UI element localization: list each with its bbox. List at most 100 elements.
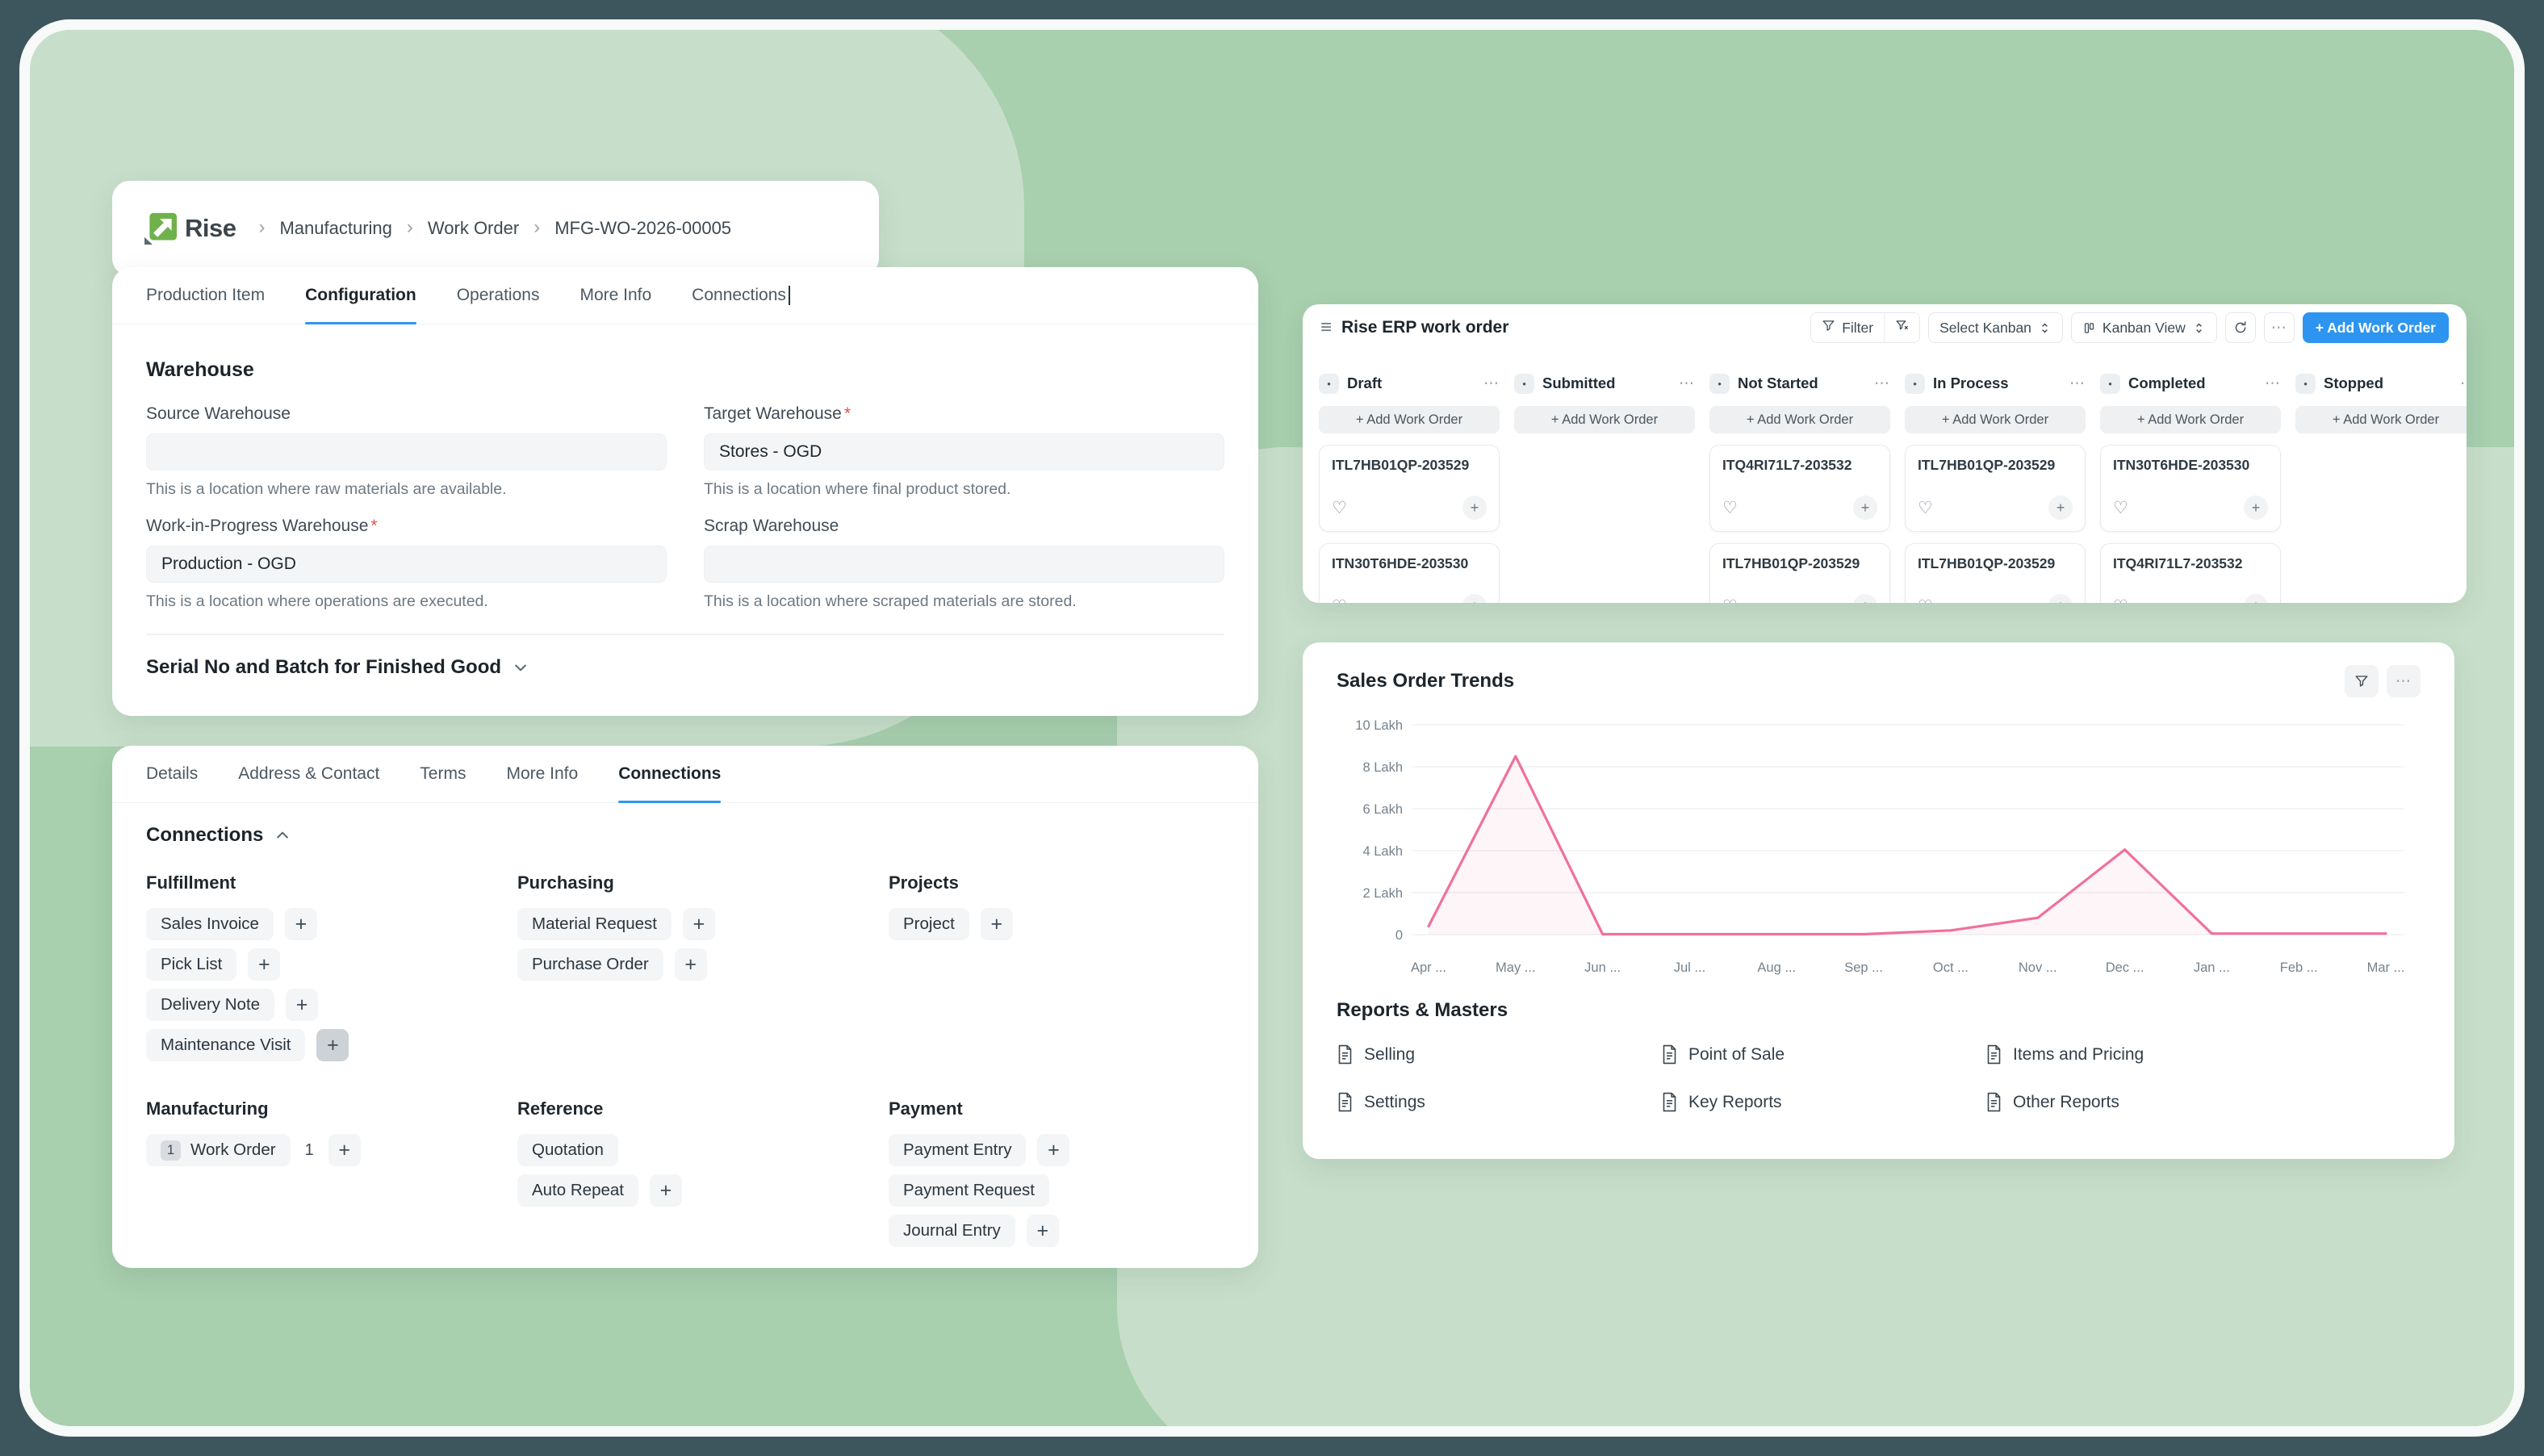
add-connection-button[interactable]: + [286, 989, 319, 1021]
kanban-card[interactable]: ITQ4RI71L7-203532♡+ [1709, 445, 1890, 532]
add-work-order-card-button[interactable]: + Add Work Order [1905, 406, 2086, 433]
text-cursor [788, 286, 790, 305]
column-menu-button[interactable]: ⋯ [2069, 374, 2086, 392]
add-connection-button[interactable]: + [316, 1029, 349, 1061]
column-menu-button[interactable]: ⋯ [1679, 374, 1695, 392]
kanban-card[interactable]: ITL7HB01QP-203529♡+ [1319, 445, 1500, 532]
connection-doc-chip[interactable]: 1 Work Order [146, 1134, 291, 1166]
add-connection-button[interactable]: + [682, 908, 715, 940]
kanban-card[interactable]: ITL7HB01QP-203529♡+ [1709, 543, 1890, 603]
add-connection-button[interactable]: + [980, 908, 1013, 940]
select-kanban-dropdown[interactable]: Select Kanban [1928, 312, 2063, 343]
connection-doc-chip[interactable]: Sales Invoice [146, 908, 274, 940]
connection-doc-label: Pick List [161, 955, 223, 973]
connection-doc-chip[interactable]: Project [889, 908, 969, 940]
tab-more-info[interactable]: More Info [580, 286, 652, 304]
breadcrumb-item[interactable]: MFG-WO-2026-00005 [554, 218, 732, 238]
breadcrumb-item[interactable]: Manufacturing [279, 218, 392, 238]
add-work-order-button[interactable]: + Add Work Order [2302, 312, 2449, 343]
kanban-view-dropdown[interactable]: Kanban View [2070, 312, 2217, 343]
kanban-card[interactable]: ITL7HB01QP-203529♡+ [1905, 445, 2086, 532]
field-input[interactable]: Production - OGD [146, 546, 667, 583]
add-connection-button[interactable]: + [649, 1174, 682, 1207]
connection-doc-chip[interactable]: Payment Entry [889, 1134, 1027, 1166]
report-link-other-reports[interactable]: Other Reports [1985, 1092, 2421, 1112]
kanban-title: Rise ERP work order [1341, 318, 1509, 337]
add-work-order-card-button[interactable]: + Add Work Order [2100, 406, 2281, 433]
add-work-order-card-button[interactable]: + Add Work Order [1514, 406, 1695, 433]
tab-production-item[interactable]: Production Item [146, 286, 266, 304]
card-add-button[interactable]: + [1853, 594, 1877, 603]
chart-more-button[interactable]: ⋯ [2387, 665, 2421, 697]
menu-icon[interactable]: ≡ [1320, 316, 1333, 338]
like-heart-icon[interactable]: ♡ [1332, 598, 1347, 604]
card-add-button[interactable]: + [2244, 496, 2268, 520]
report-link-point-of-sale[interactable]: Point of Sale [1661, 1044, 1985, 1065]
tab-configuration[interactable]: Configuration [305, 267, 416, 324]
report-link-selling[interactable]: Selling [1337, 1044, 1661, 1065]
add-connection-button[interactable]: + [674, 948, 707, 981]
add-connection-button[interactable]: + [284, 908, 317, 940]
like-heart-icon[interactable]: ♡ [1332, 498, 1347, 517]
field-input[interactable] [146, 433, 667, 471]
card-add-button[interactable]: + [1462, 594, 1487, 603]
add-connection-button[interactable]: + [248, 948, 281, 981]
tab-terms[interactable]: Terms [420, 764, 467, 783]
serial-batch-section-header[interactable]: Serial No and Batch for Finished Good [146, 656, 1224, 679]
add-work-order-card-button[interactable]: + Add Work Order [1319, 406, 1500, 433]
report-link-key-reports[interactable]: Key Reports [1661, 1092, 1985, 1112]
tab-more-info[interactable]: More Info [506, 764, 579, 783]
svg-text:Aug ...: Aug ... [1757, 960, 1796, 975]
breadcrumb-item[interactable]: Work Order [427, 218, 520, 238]
filter-button[interactable]: Filter [1811, 313, 1885, 342]
kanban-card[interactable]: ITN30T6HDE-203530♡+ [1319, 543, 1500, 603]
add-connection-button[interactable]: + [1037, 1134, 1070, 1166]
like-heart-icon[interactable]: ♡ [2113, 498, 2128, 517]
field-input[interactable] [704, 546, 1224, 583]
report-link-items-and-pricing[interactable]: Items and Pricing [1985, 1044, 2421, 1065]
connection-doc-chip[interactable]: Pick List [146, 948, 237, 981]
connection-doc-chip[interactable]: Maintenance Visit [146, 1029, 306, 1061]
tab-details[interactable]: Details [146, 764, 199, 783]
field-input[interactable]: Stores - OGD [704, 433, 1224, 471]
like-heart-icon[interactable]: ♡ [1722, 598, 1738, 604]
connection-doc-chip[interactable]: Delivery Note [146, 989, 275, 1021]
card-add-button[interactable]: + [1462, 496, 1487, 520]
connection-doc-chip[interactable]: Auto Repeat [517, 1174, 638, 1207]
refresh-button[interactable] [2224, 312, 2256, 343]
tab-address-contact[interactable]: Address & Contact [238, 764, 380, 783]
column-menu-button[interactable]: ⋯ [1874, 374, 1890, 392]
connection-doc-chip[interactable]: Material Request [517, 908, 672, 940]
card-add-button[interactable]: + [2048, 496, 2073, 520]
like-heart-icon[interactable]: ♡ [1918, 598, 1933, 604]
chart-filter-button[interactable] [2345, 665, 2379, 697]
tab-connections[interactable]: Connections [692, 267, 790, 324]
connection-doc-chip[interactable]: Purchase Order [517, 948, 663, 981]
kanban-card[interactable]: ITL7HB01QP-203529♡+ [1905, 543, 2086, 603]
more-options-button[interactable]: ⋯ [2263, 312, 2295, 343]
column-menu-button[interactable]: ⋯ [2265, 374, 2281, 392]
kanban-card[interactable]: ITN30T6HDE-203530♡+ [2100, 445, 2281, 532]
add-work-order-card-button[interactable]: + Add Work Order [1709, 406, 1890, 433]
add-work-order-card-button[interactable]: + Add Work Order [2295, 406, 2467, 433]
connection-doc-chip[interactable]: Payment Request [889, 1174, 1049, 1207]
column-menu-button[interactable]: ⋯ [2460, 374, 2467, 393]
like-heart-icon[interactable]: ♡ [1722, 498, 1738, 517]
add-connection-button[interactable]: + [1026, 1215, 1059, 1247]
report-link-settings[interactable]: Settings [1337, 1092, 1661, 1112]
connections-section-header[interactable]: Connections [146, 824, 1224, 847]
like-heart-icon[interactable]: ♡ [2113, 598, 2128, 604]
connection-doc-chip[interactable]: Quotation [517, 1134, 618, 1166]
card-add-button[interactable]: + [2048, 594, 2073, 603]
tab-operations[interactable]: Operations [456, 286, 540, 304]
clear-filter-button[interactable] [1884, 313, 1920, 342]
tab-connections[interactable]: Connections [618, 746, 722, 803]
like-heart-icon[interactable]: ♡ [1918, 498, 1933, 517]
connection-doc-chip[interactable]: Journal Entry [889, 1215, 1015, 1247]
card-add-button[interactable]: + [2244, 594, 2268, 603]
connection-item-row: Quotation [517, 1134, 889, 1166]
column-menu-button[interactable]: ⋯ [1483, 374, 1500, 392]
kanban-card[interactable]: ITQ4RI71L7-203532♡+ [2100, 543, 2281, 603]
add-connection-button[interactable]: + [328, 1134, 361, 1166]
card-add-button[interactable]: + [1853, 496, 1877, 520]
